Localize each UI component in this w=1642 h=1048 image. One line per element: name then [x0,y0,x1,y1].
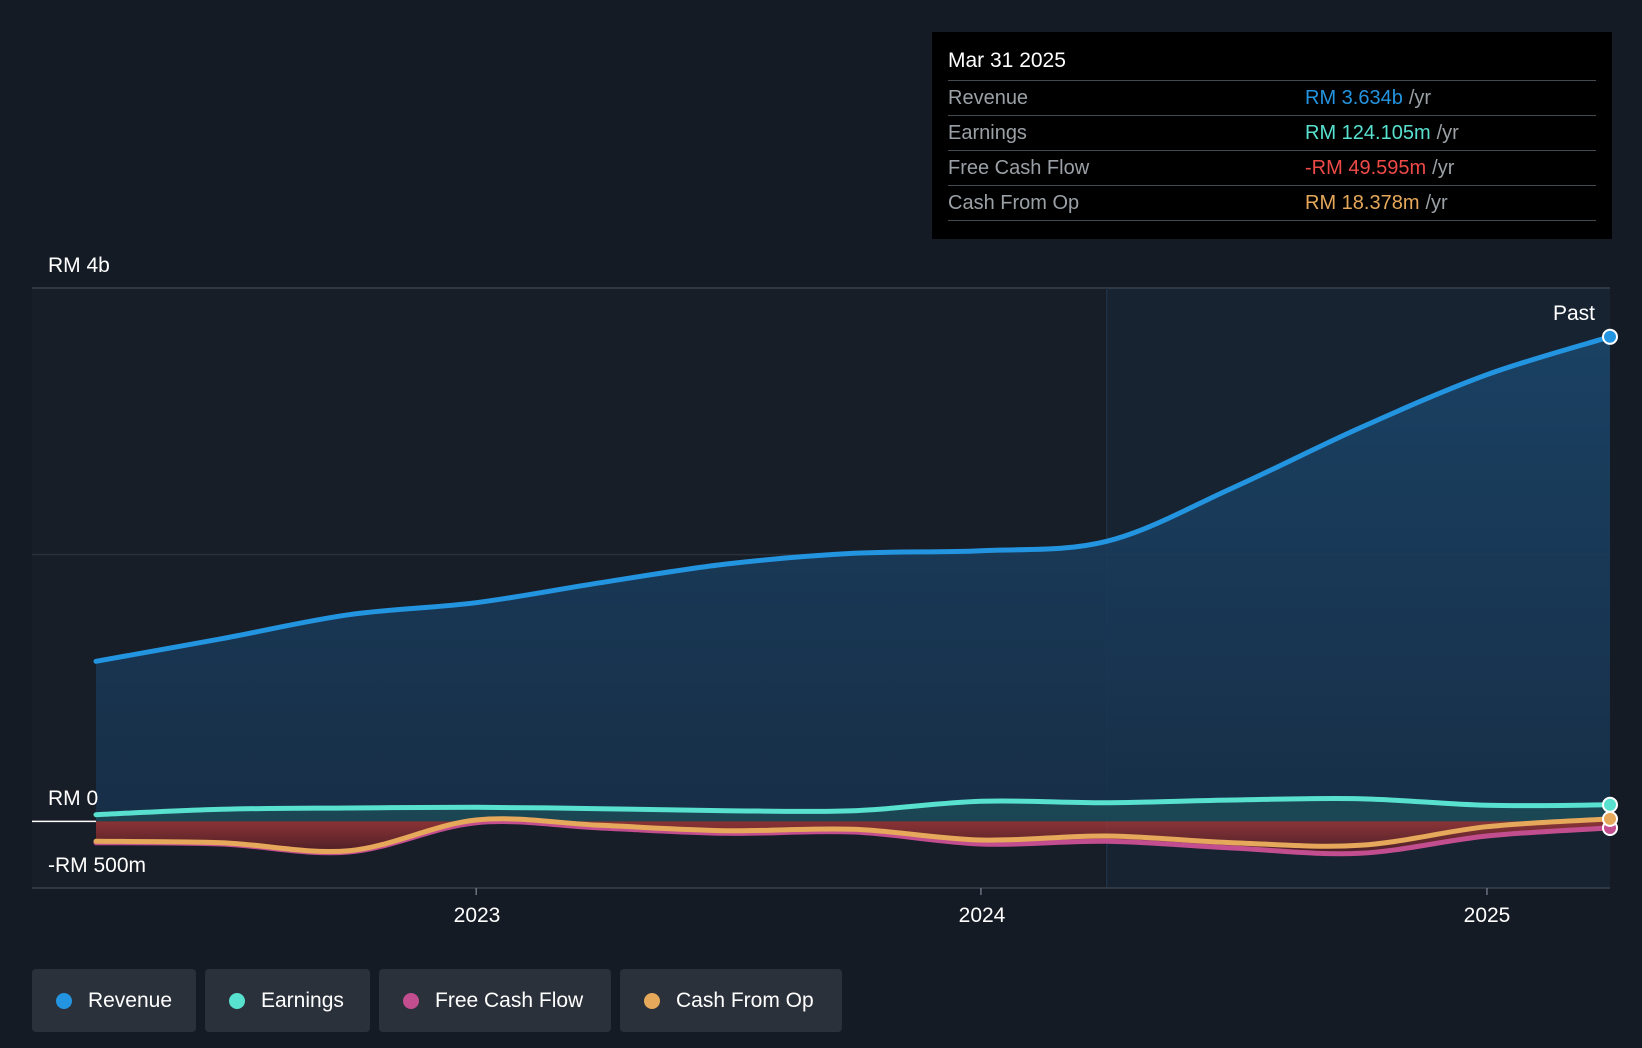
axes [32,887,1610,895]
tooltip-unit: /yr [1425,192,1448,214]
tooltip-unit: /yr [1432,157,1455,179]
cash-from-op-end-marker[interactable] [1602,810,1618,827]
y-tick-label-top: RM 4b [48,254,110,277]
tooltip-row-cash-from-op: Cash From Op RM 18.378m /yr [948,186,1596,221]
series-lines [32,328,1618,857]
legend: Revenue Earnings Free Cash Flow Cash Fro… [32,969,842,1032]
tooltip-row-earnings: Earnings RM 124.105m /yr [948,116,1596,151]
legend-label: Revenue [87,988,172,1012]
revenue-end-marker[interactable] [1602,328,1618,345]
earnings-end-marker[interactable] [1602,796,1618,813]
legend-label: Free Cash Flow [435,988,584,1012]
revenue-dot-icon [56,992,72,1009]
tooltip-unit: /yr [1436,122,1459,144]
cash-from-op-dot-icon [644,992,660,1009]
tooltip-row-free-cash-flow: Free Cash Flow -RM 49.595m /yr [948,151,1596,186]
tooltip-value: RM 124.105m [1305,122,1431,144]
earnings-dot-icon [229,992,245,1009]
tooltip-label: Free Cash Flow [948,157,1090,179]
tooltip-value: -RM 49.595m [1305,157,1427,179]
legend-label: Earnings [261,988,344,1012]
tooltip-value: RM 3.634b [1305,87,1403,109]
tooltip-label: Revenue [948,87,1029,109]
x-tick-label-2025: 2025 [1464,904,1511,927]
tooltip-label: Earnings [948,122,1027,144]
revenue-line [93,334,1613,664]
legend-item-free-cash-flow[interactable]: Free Cash Flow [379,969,611,1032]
tooltip-row-revenue: Revenue RM 3.634b /yr [948,81,1596,116]
legend-item-earnings[interactable]: Earnings [205,969,370,1032]
tooltip-value: RM 18.378m [1305,192,1420,214]
earnings-area [96,798,1610,822]
y-tick-label-bottom: -RM 500m [48,854,146,877]
x-tick-label-2024: 2024 [959,904,1006,927]
tooltip-date: Mar 31 2025 [948,46,1596,81]
legend-item-cash-from-op[interactable]: Cash From Op [620,969,842,1032]
tooltip-panel: Mar 31 2025 Revenue RM 3.634b /yr Earnin… [932,32,1612,239]
x-tick-label-2023: 2023 [454,904,501,927]
cash-from-op-line [93,816,1613,854]
tooltip-label: Cash From Op [948,192,1080,214]
legend-item-revenue[interactable]: Revenue [32,969,196,1032]
tooltip-unit: /yr [1408,87,1432,109]
revenue-area [96,336,1610,822]
free-cash-flow-dot-icon [403,992,419,1009]
y-tick-label-zero: RM 0 [48,787,98,810]
earnings-line [93,795,1613,818]
legend-label: Cash From Op [676,988,814,1012]
past-label: Past [1553,302,1595,325]
